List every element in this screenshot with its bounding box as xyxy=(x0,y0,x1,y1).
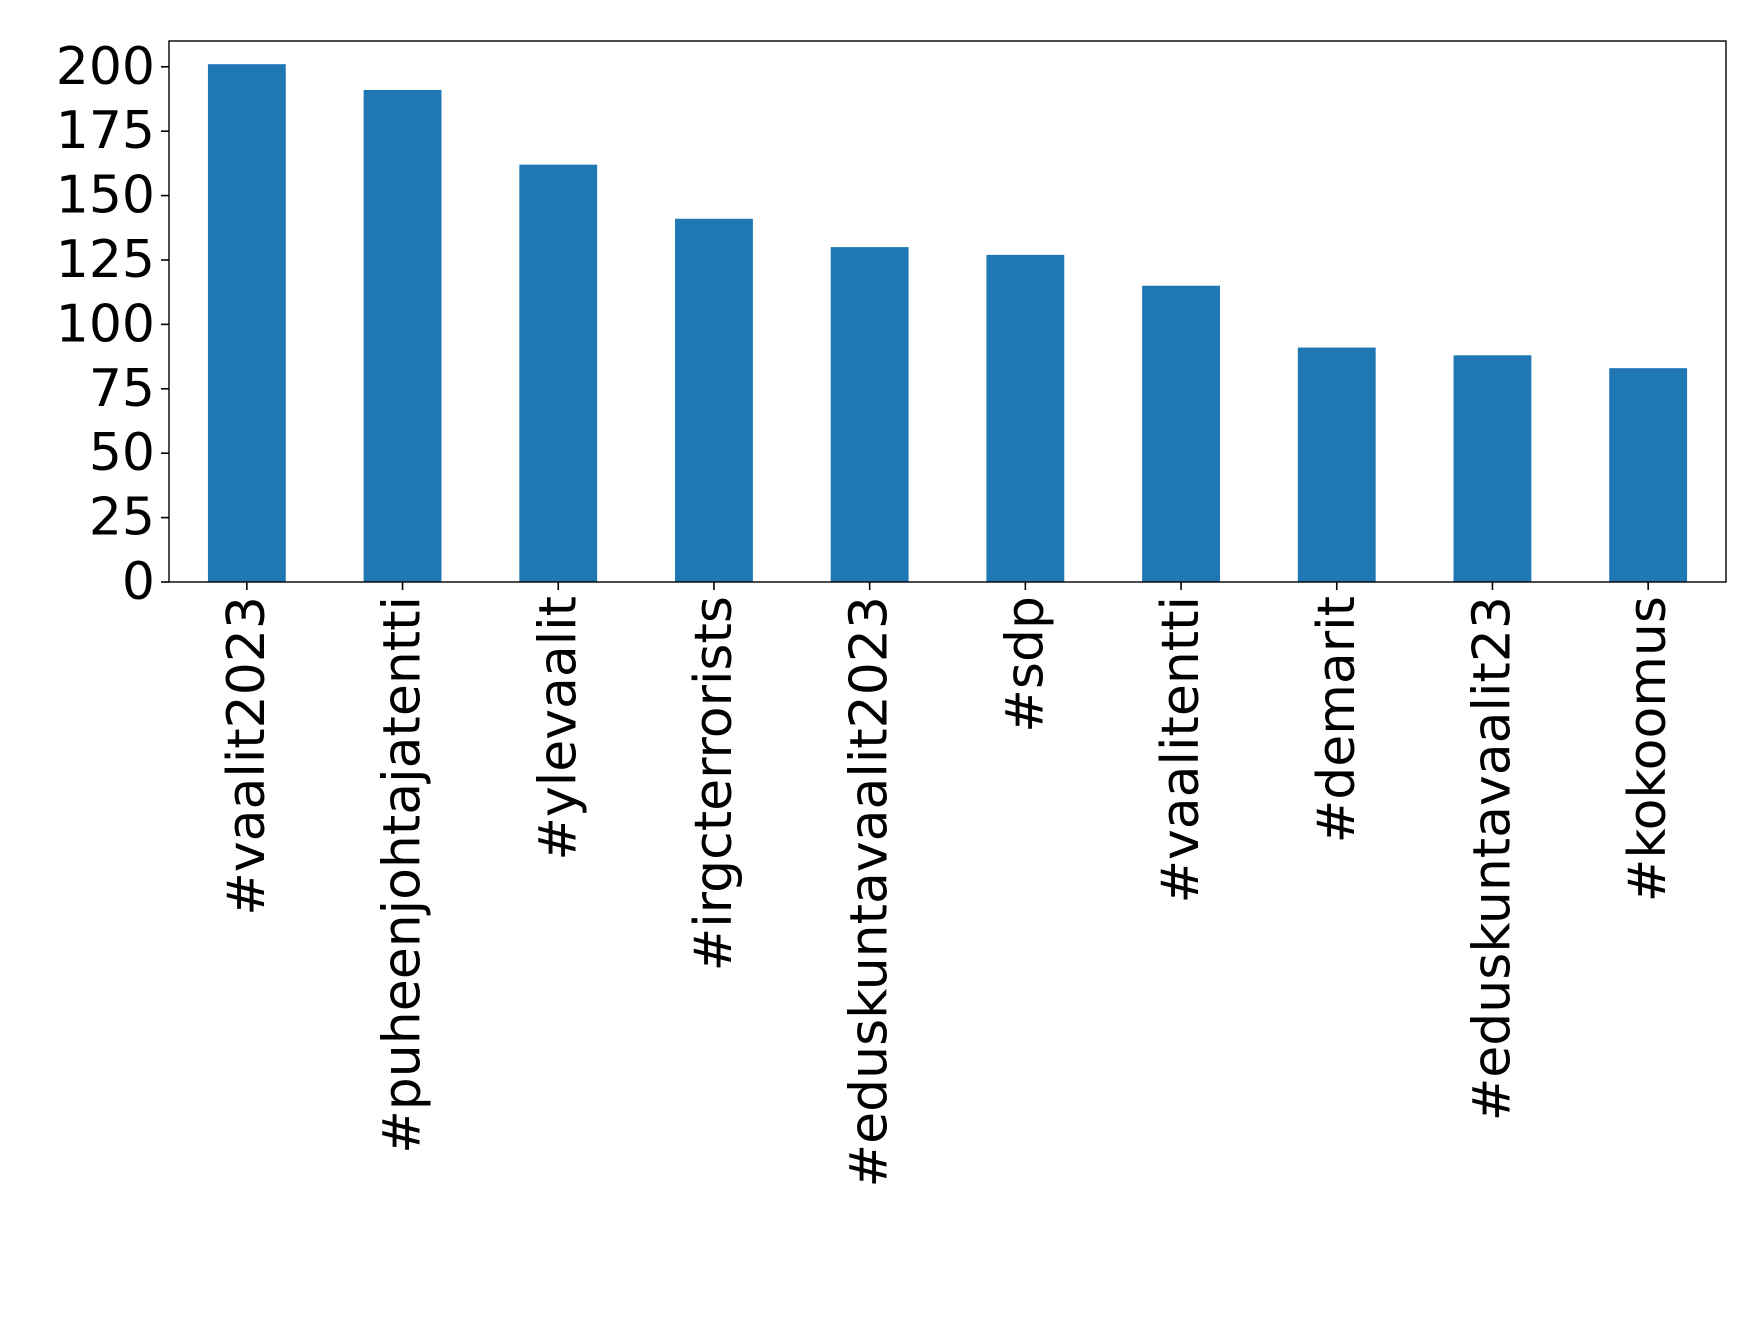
bar-ylevaalit xyxy=(519,164,598,582)
bar-irgcterrorists xyxy=(675,218,753,582)
x-tick-label: #eduskuntavaalit23 xyxy=(1462,596,1522,1121)
bar-sdp xyxy=(986,254,1065,583)
x-tick-label: #demarit xyxy=(1307,596,1367,843)
x-tick-label: #vaalitentti xyxy=(1151,596,1211,904)
y-tick-label: 100 xyxy=(56,294,155,354)
bar-kokoomus xyxy=(1609,368,1688,582)
y-tick-label: 25 xyxy=(89,488,155,548)
plot-frame xyxy=(168,40,1727,583)
x-tick-label: #vaalit2023 xyxy=(217,596,277,916)
x-axis: #vaalit2023 #puheenjohtajatentti #ylevaali… xyxy=(217,582,1678,1187)
x-tick-label: #puheenjohtajatentti xyxy=(373,596,433,1154)
y-tick-label: 150 xyxy=(56,166,155,226)
bar-demarit xyxy=(1297,347,1376,582)
x-tick-label: #sdp xyxy=(995,596,1055,733)
y-tick-label: 200 xyxy=(56,37,155,97)
y-tick-label: 50 xyxy=(89,423,155,483)
y-tick-label: 75 xyxy=(89,359,155,419)
x-tick-label: #irgcterrorists xyxy=(684,596,744,971)
bar-eduskuntavaalit23 xyxy=(1453,355,1532,582)
x-tick-label: #kokoomus xyxy=(1618,596,1678,902)
bar-eduskuntavaalit2023 xyxy=(830,247,909,582)
x-tick-label: #eduskuntavaalit2023 xyxy=(840,596,900,1187)
bars-group xyxy=(207,64,1688,583)
y-tick-label: 125 xyxy=(56,230,155,290)
y-tick-label: 175 xyxy=(56,101,155,161)
bar-vaalit2023 xyxy=(207,64,286,582)
bar-puheenjohtajatentti xyxy=(363,89,442,582)
bar-vaalitentti xyxy=(1142,285,1220,582)
x-tick-label: #ylevaalit xyxy=(528,596,588,861)
y-tick-label: 0 xyxy=(122,552,155,612)
